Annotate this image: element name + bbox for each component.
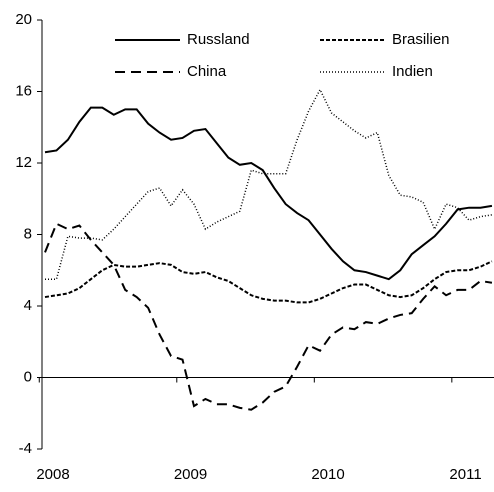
y-tick-label: -4 bbox=[19, 440, 32, 457]
x-tick-label: 2010 bbox=[311, 466, 344, 483]
x-tick-label: 2008 bbox=[36, 466, 69, 483]
legend-label: Indien bbox=[392, 63, 433, 80]
y-tick-label: 8 bbox=[24, 225, 32, 242]
line-series bbox=[45, 88, 493, 280]
y-tick-label: 0 bbox=[24, 368, 32, 385]
legend-label: China bbox=[187, 63, 227, 80]
legend-label: Russland bbox=[187, 31, 250, 48]
x-tick-label: 2009 bbox=[174, 466, 207, 483]
y-tick-label: 20 bbox=[15, 11, 32, 28]
legend-label: Brasilien bbox=[392, 31, 450, 48]
line-series bbox=[44, 260, 493, 304]
y-tick-label: 4 bbox=[24, 297, 32, 314]
y-tick-label: 12 bbox=[15, 154, 32, 171]
line-series bbox=[44, 222, 493, 411]
y-tick-label: 16 bbox=[15, 82, 32, 99]
line-series bbox=[44, 106, 493, 281]
x-tick-label: 2011 bbox=[449, 466, 481, 483]
